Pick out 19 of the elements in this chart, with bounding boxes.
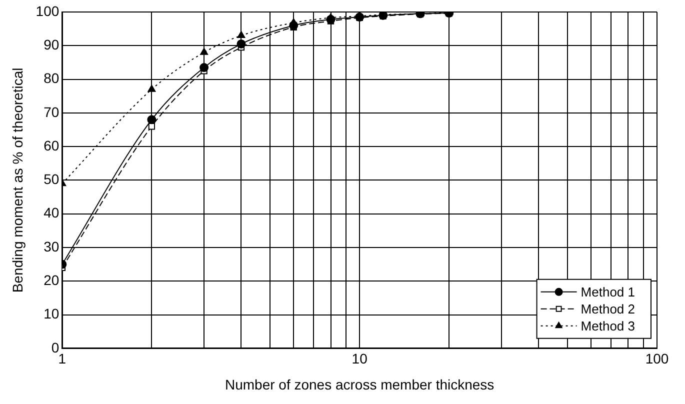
x-tick-label: 10 <box>352 350 368 367</box>
y-tick-label: 10 <box>44 306 60 322</box>
y-tick-label: 70 <box>44 104 60 120</box>
y-tick-label: 0 <box>51 339 60 356</box>
y-tick-label: 40 <box>44 204 60 221</box>
y-axis-title: Bending moment as % of theoretical <box>9 68 26 293</box>
y-tick-label: 60 <box>44 137 60 154</box>
y-tick-label: 30 <box>44 238 60 254</box>
x-axis-title: Number of zones across member thickness <box>224 376 494 392</box>
x-tick-label: 100 <box>645 350 669 367</box>
legend-label: Method 3 <box>580 318 635 334</box>
y-tick-label: 80 <box>44 70 60 86</box>
legend-label: Method 1 <box>580 284 635 300</box>
y-tick-label: 50 <box>44 171 60 188</box>
y-tick-label: 90 <box>44 36 60 52</box>
legend-label: Method 2 <box>580 301 635 316</box>
y-tick-label: 20 <box>44 272 60 288</box>
x-tick-label: 1 <box>58 350 66 367</box>
y-tick-label: 100 <box>36 2 60 19</box>
